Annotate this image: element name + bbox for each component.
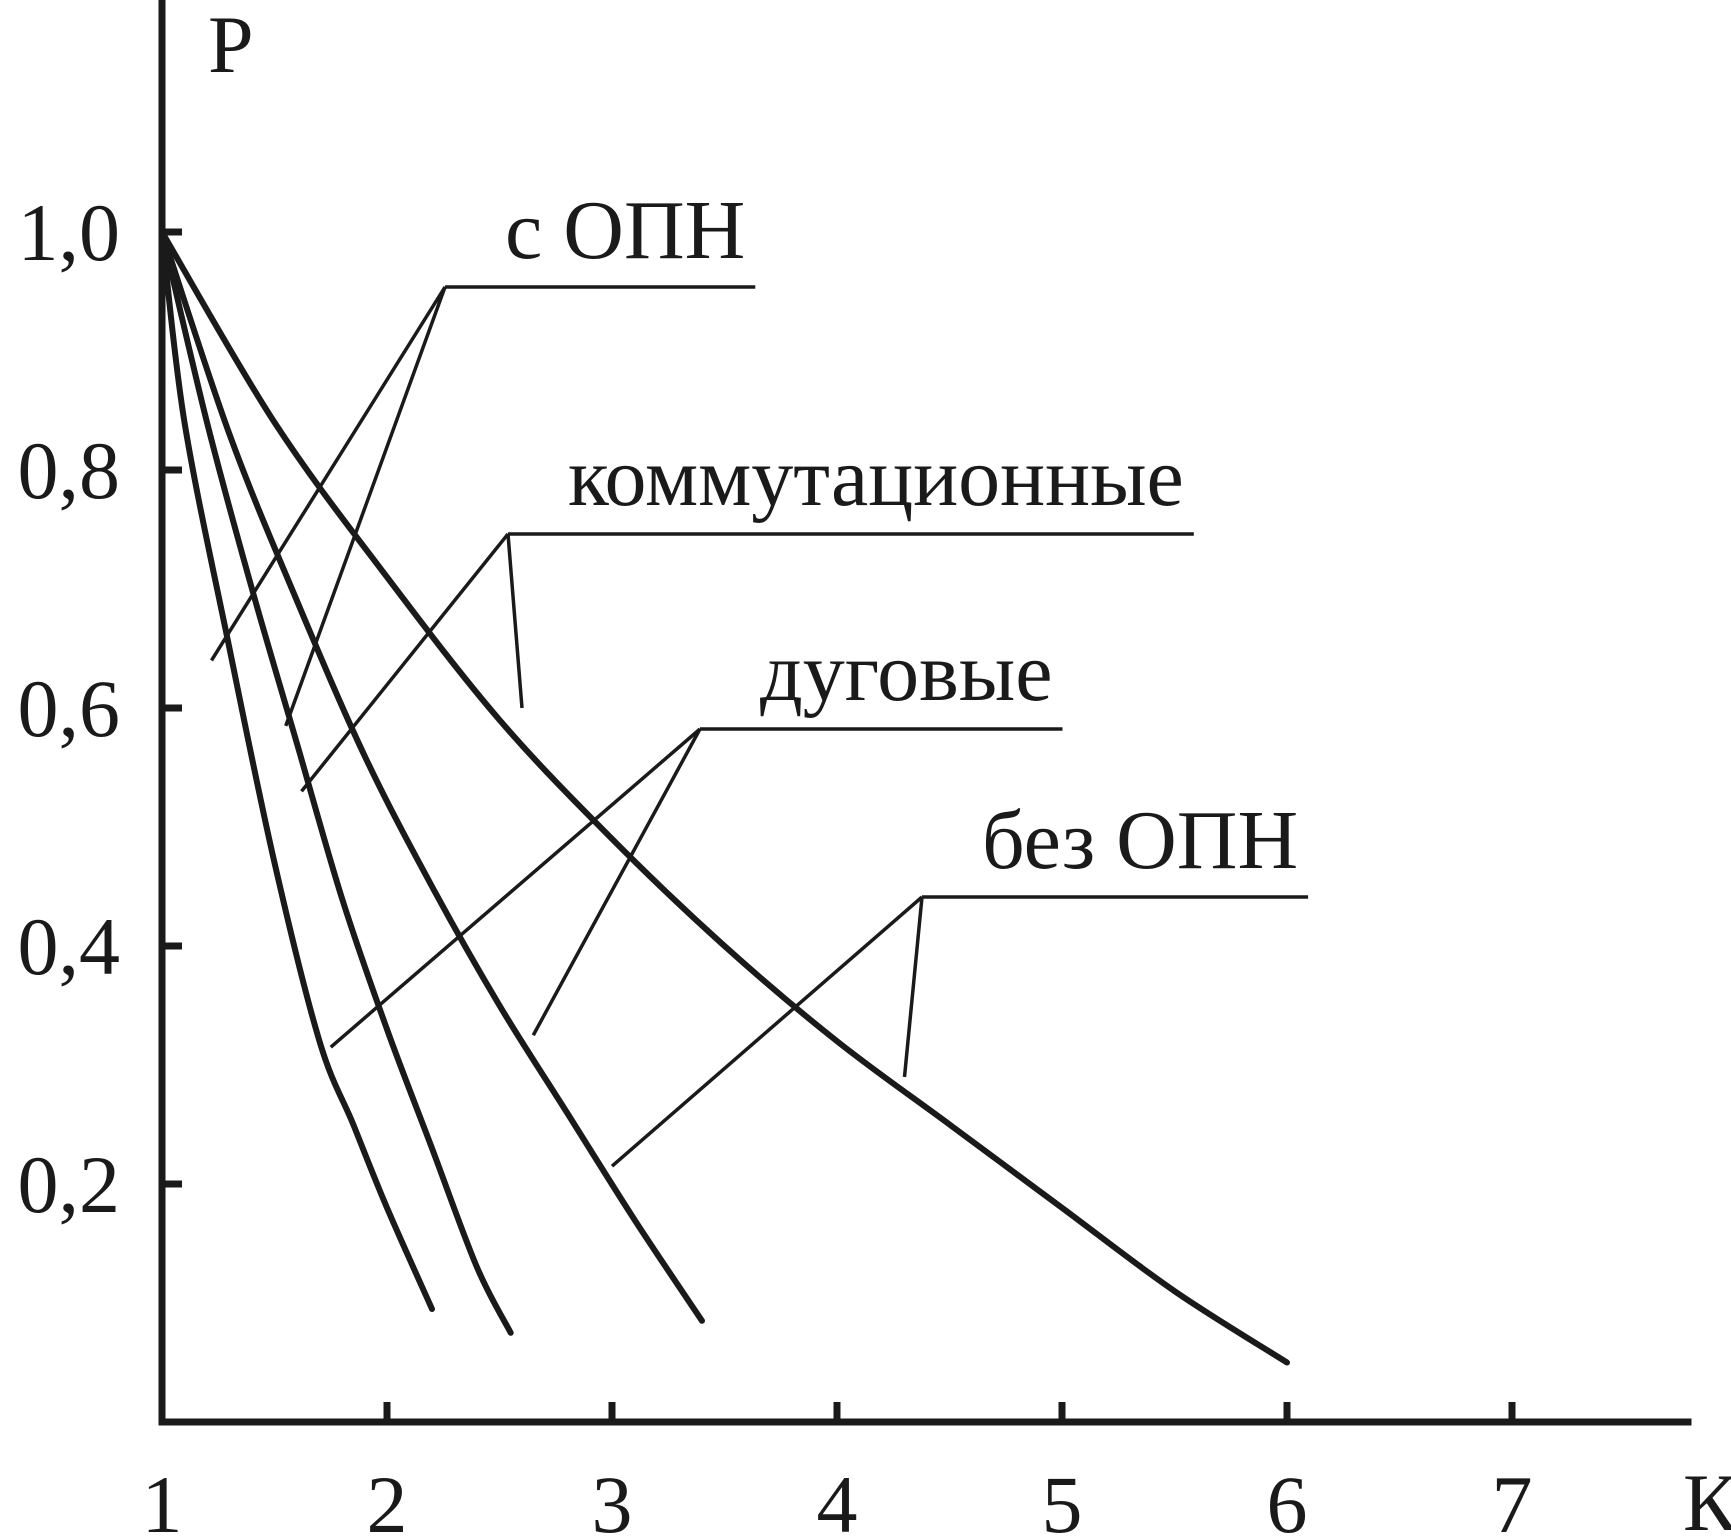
annotation-labels: с ОПН коммутационные дуговые без ОПН xyxy=(505,184,1298,887)
leader-pointer xyxy=(300,532,510,793)
y-tick-label: 0,4 xyxy=(18,901,121,992)
y-axis-title: Р xyxy=(208,0,254,90)
x-tick-label: 5 xyxy=(1042,1459,1083,1538)
label-s-opn: с ОПН xyxy=(505,184,745,277)
leader-pointer xyxy=(531,728,702,1037)
x-tick-label: 4 xyxy=(817,1459,858,1538)
leader-pointer xyxy=(902,896,924,1078)
x-tick-label: 6 xyxy=(1267,1459,1308,1538)
ticks: 1 2 3 4 5 6 7 0,2 0,4 0,6 0,8 1,0 xyxy=(18,187,1533,1538)
y-tick-label: 0,2 xyxy=(18,1139,121,1230)
leader-pointer xyxy=(610,895,924,1168)
annotation-leaders xyxy=(210,285,1309,1168)
curve-4 xyxy=(159,229,1290,1366)
curve-2 xyxy=(159,229,514,1336)
x-tick-label: 7 xyxy=(1492,1459,1533,1538)
leader-pointer xyxy=(210,286,447,662)
y-tick-label: 0,8 xyxy=(18,425,121,516)
x-tick-label: 3 xyxy=(592,1459,633,1538)
x-axis-title: К xyxy=(1683,1457,1731,1538)
y-tick-label: 1,0 xyxy=(18,187,121,278)
leader-pointer xyxy=(506,533,524,709)
axes: Р К xyxy=(158,0,1731,1538)
label-kommutatsionnye: коммутационные xyxy=(568,431,1184,524)
leader-pointer xyxy=(284,286,447,727)
x-tick-label: 2 xyxy=(367,1459,408,1538)
y-tick-label: 0,6 xyxy=(18,663,121,754)
curves xyxy=(159,229,1290,1366)
label-bez-opn: без ОПН xyxy=(982,794,1298,887)
x-tick-label: 1 xyxy=(142,1459,183,1538)
label-dugovye: дуговые xyxy=(760,626,1052,719)
curve-1 xyxy=(159,229,435,1312)
curve-3 xyxy=(159,229,705,1324)
leader-pointer xyxy=(329,727,702,1049)
